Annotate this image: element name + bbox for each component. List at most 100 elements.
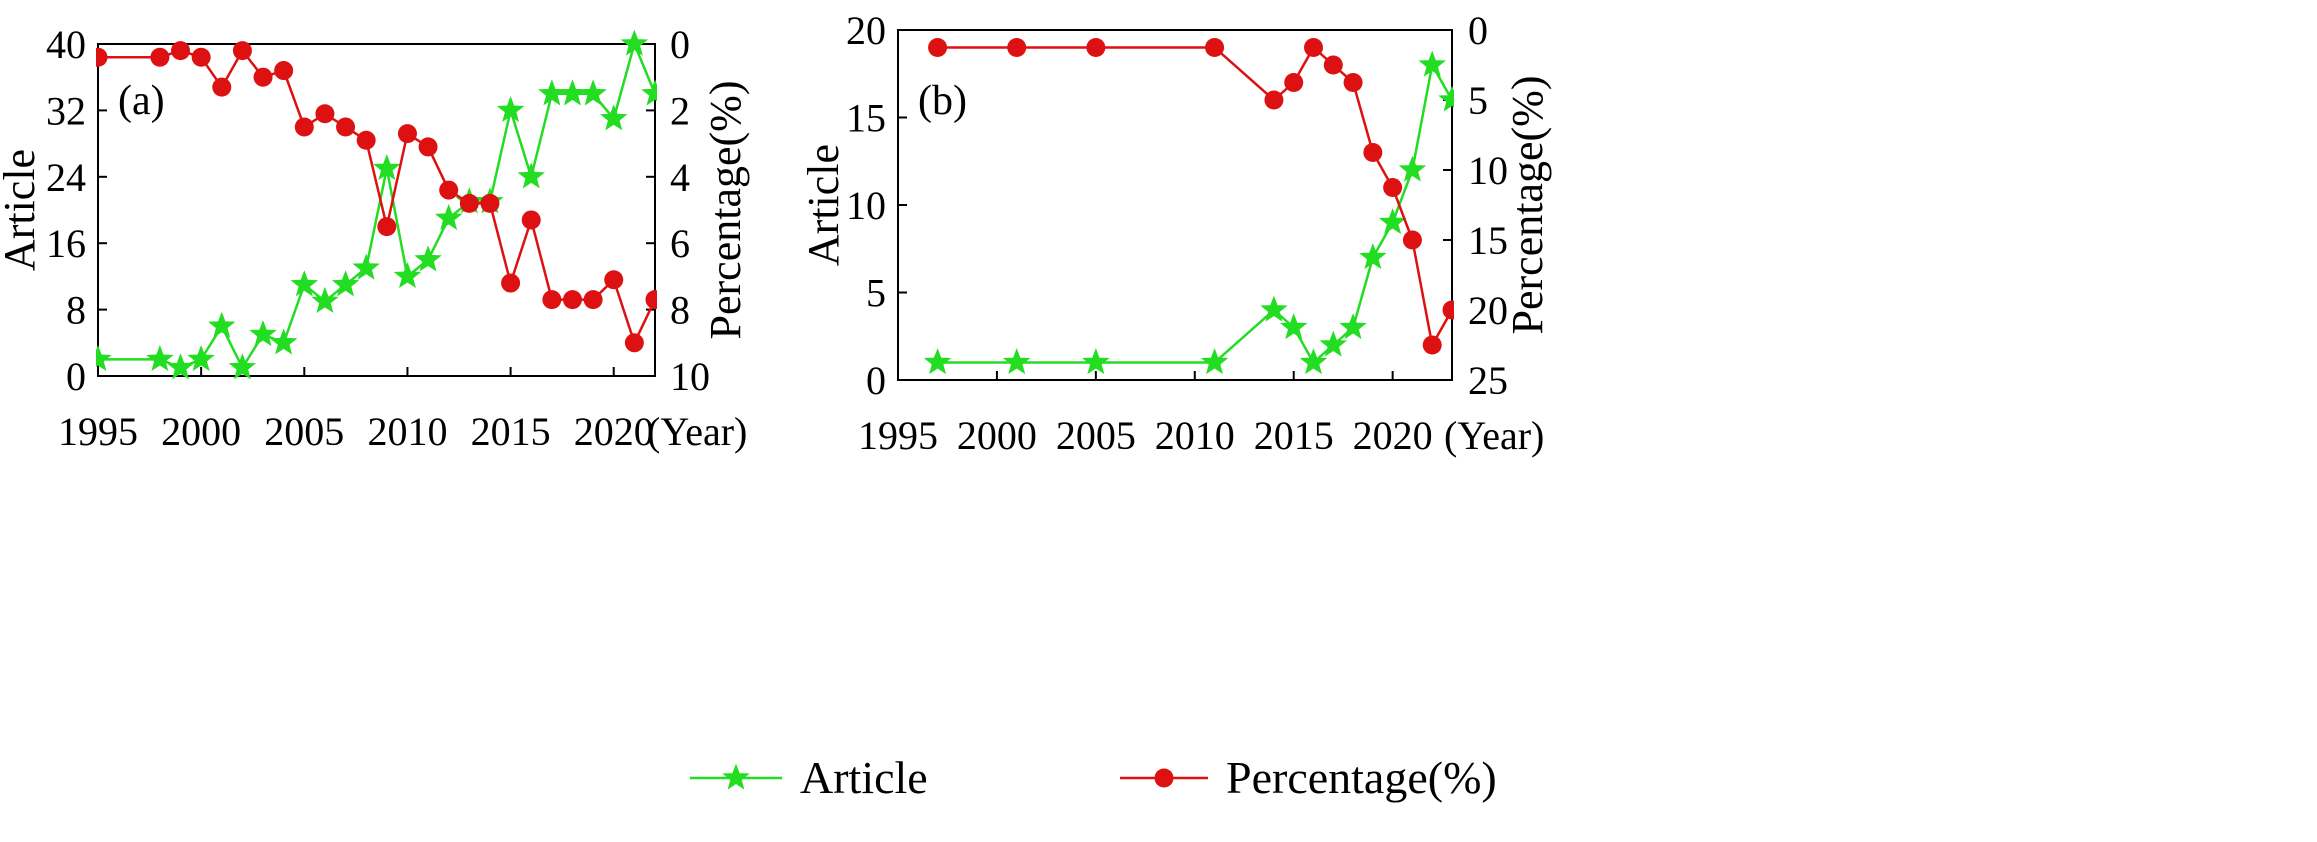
article-data-point: [1082, 348, 1110, 375]
article-data-point: [923, 348, 952, 375]
x-tick-label: 2000: [957, 413, 1037, 458]
article-data-point: [517, 162, 545, 189]
article-data-point: [208, 311, 236, 338]
y-right-tick-label: 0: [670, 22, 690, 67]
x-tick-label: 1995: [58, 409, 138, 454]
percentage-data-point: [212, 77, 232, 97]
x-tick-label: 2015: [1254, 413, 1334, 458]
percentage-data-point: [336, 117, 356, 137]
percentage-data-point: [356, 130, 376, 150]
y-right-tick-label: 25: [1468, 358, 1508, 403]
x-tick-label: 2010: [1155, 413, 1235, 458]
x-tick-label: 2005: [264, 409, 344, 454]
percentage-data-point: [377, 217, 397, 237]
plot-area: [923, 38, 1454, 375]
y-right-tick-label: 10: [670, 354, 710, 399]
legend-article-marker: [722, 763, 750, 790]
percentage-data-point: [645, 290, 657, 310]
x-tick-label: 2010: [367, 409, 447, 454]
article-data-point: [434, 203, 463, 230]
article-data-point: [146, 344, 174, 372]
percentage-data-point: [459, 193, 479, 213]
y-right-tick-label: 0: [1468, 8, 1488, 53]
article-data-point: [1438, 85, 1454, 112]
article-data-point: [600, 104, 628, 131]
percentage-data-point: [274, 61, 294, 81]
article-data-point: [1398, 155, 1427, 182]
article-data-point: [331, 270, 360, 297]
article-data-point: [166, 353, 195, 380]
article-data-point: [96, 344, 112, 372]
y-left-tick-label: 32: [46, 88, 86, 133]
percentage-data-point: [1383, 178, 1403, 197]
y-right-tick-label: 10: [1468, 148, 1508, 193]
y-left-tick-label: 20: [846, 8, 886, 53]
percentage-data-point: [1323, 55, 1343, 75]
panel-label: (a): [118, 78, 165, 124]
article-data-point: [1378, 208, 1407, 235]
article-data-point: [1200, 348, 1229, 375]
panel-a: 1995 2000 2005 2010 2015 2020(Year)0816243240…: [0, 22, 750, 454]
x-tick-label: 2015: [471, 409, 551, 454]
y-left-axis-title: Article: [0, 149, 44, 271]
y-left-tick-label: 8: [66, 288, 86, 333]
percentage-data-point: [397, 124, 417, 144]
article-data-point: [269, 328, 298, 355]
percentage-data-point: [1284, 73, 1304, 92]
x-tick-label: 2020: [574, 409, 654, 454]
percentage-data-point: [1086, 38, 1106, 57]
percentage-data-point: [501, 273, 521, 293]
legend: Article Percentage(%): [690, 752, 1497, 803]
percentage-data-point: [562, 290, 582, 310]
x-axis-unit-label: (Year): [1444, 413, 1544, 458]
y-right-tick-label: 2: [670, 88, 690, 133]
panel-label: (b): [918, 78, 967, 124]
y-right-tick-label: 4: [670, 155, 690, 200]
legend-percentage-marker: [1154, 768, 1174, 788]
y-left-tick-label: 5: [866, 271, 886, 316]
percentage-series-line: [937, 45, 1454, 349]
x-tick-label: 1995: [858, 413, 938, 458]
percentage-data-point: [1007, 38, 1027, 57]
percentage-data-point: [542, 290, 562, 310]
y-left-tick-label: 16: [46, 221, 86, 266]
article-data-point: [620, 30, 649, 56]
percentage-data-point: [1442, 300, 1454, 320]
article-data-point: [1299, 348, 1328, 375]
percentage-data-point: [439, 180, 459, 200]
article-data-point: [228, 353, 257, 380]
percentage-data-point: [583, 290, 603, 310]
percentage-data-point: [1304, 38, 1323, 57]
article-data-point: [496, 95, 525, 123]
percentage-data-point: [315, 104, 335, 124]
percentage-data-point: [624, 333, 644, 353]
x-tick-label: 2020: [1353, 413, 1433, 458]
percentage-data-point: [928, 38, 948, 57]
percentage-data-point: [150, 47, 170, 67]
article-data-point: [1319, 330, 1347, 357]
article-data-point: [641, 79, 657, 106]
article-data-point: [414, 245, 442, 272]
y-left-tick-label: 0: [866, 358, 886, 403]
article-data-point: [1339, 313, 1367, 340]
percentage-data-point: [521, 210, 541, 230]
article-data-point: [311, 286, 339, 313]
plot-frame: [897, 29, 1453, 381]
article-data-point: [187, 344, 215, 372]
article-data-point: [538, 79, 566, 106]
article-data-point: [249, 320, 277, 347]
x-axis-unit-label: (Year): [647, 409, 747, 454]
percentage-data-point: [1422, 335, 1442, 355]
y-right-axis-title: Percentage(%): [1503, 76, 1552, 335]
y-right-axis-title: Percentage(%): [701, 81, 750, 340]
y-right-tick-label: 15: [1468, 218, 1508, 263]
percentage-data-point: [418, 137, 438, 157]
percentage-data-point: [480, 193, 500, 213]
x-tick-label: 2005: [1056, 413, 1136, 458]
percentage-data-point: [171, 41, 191, 61]
y-left-tick-label: 10: [846, 183, 886, 228]
y-left-tick-label: 40: [46, 22, 86, 67]
y-left-axis-title: Article: [799, 144, 848, 266]
